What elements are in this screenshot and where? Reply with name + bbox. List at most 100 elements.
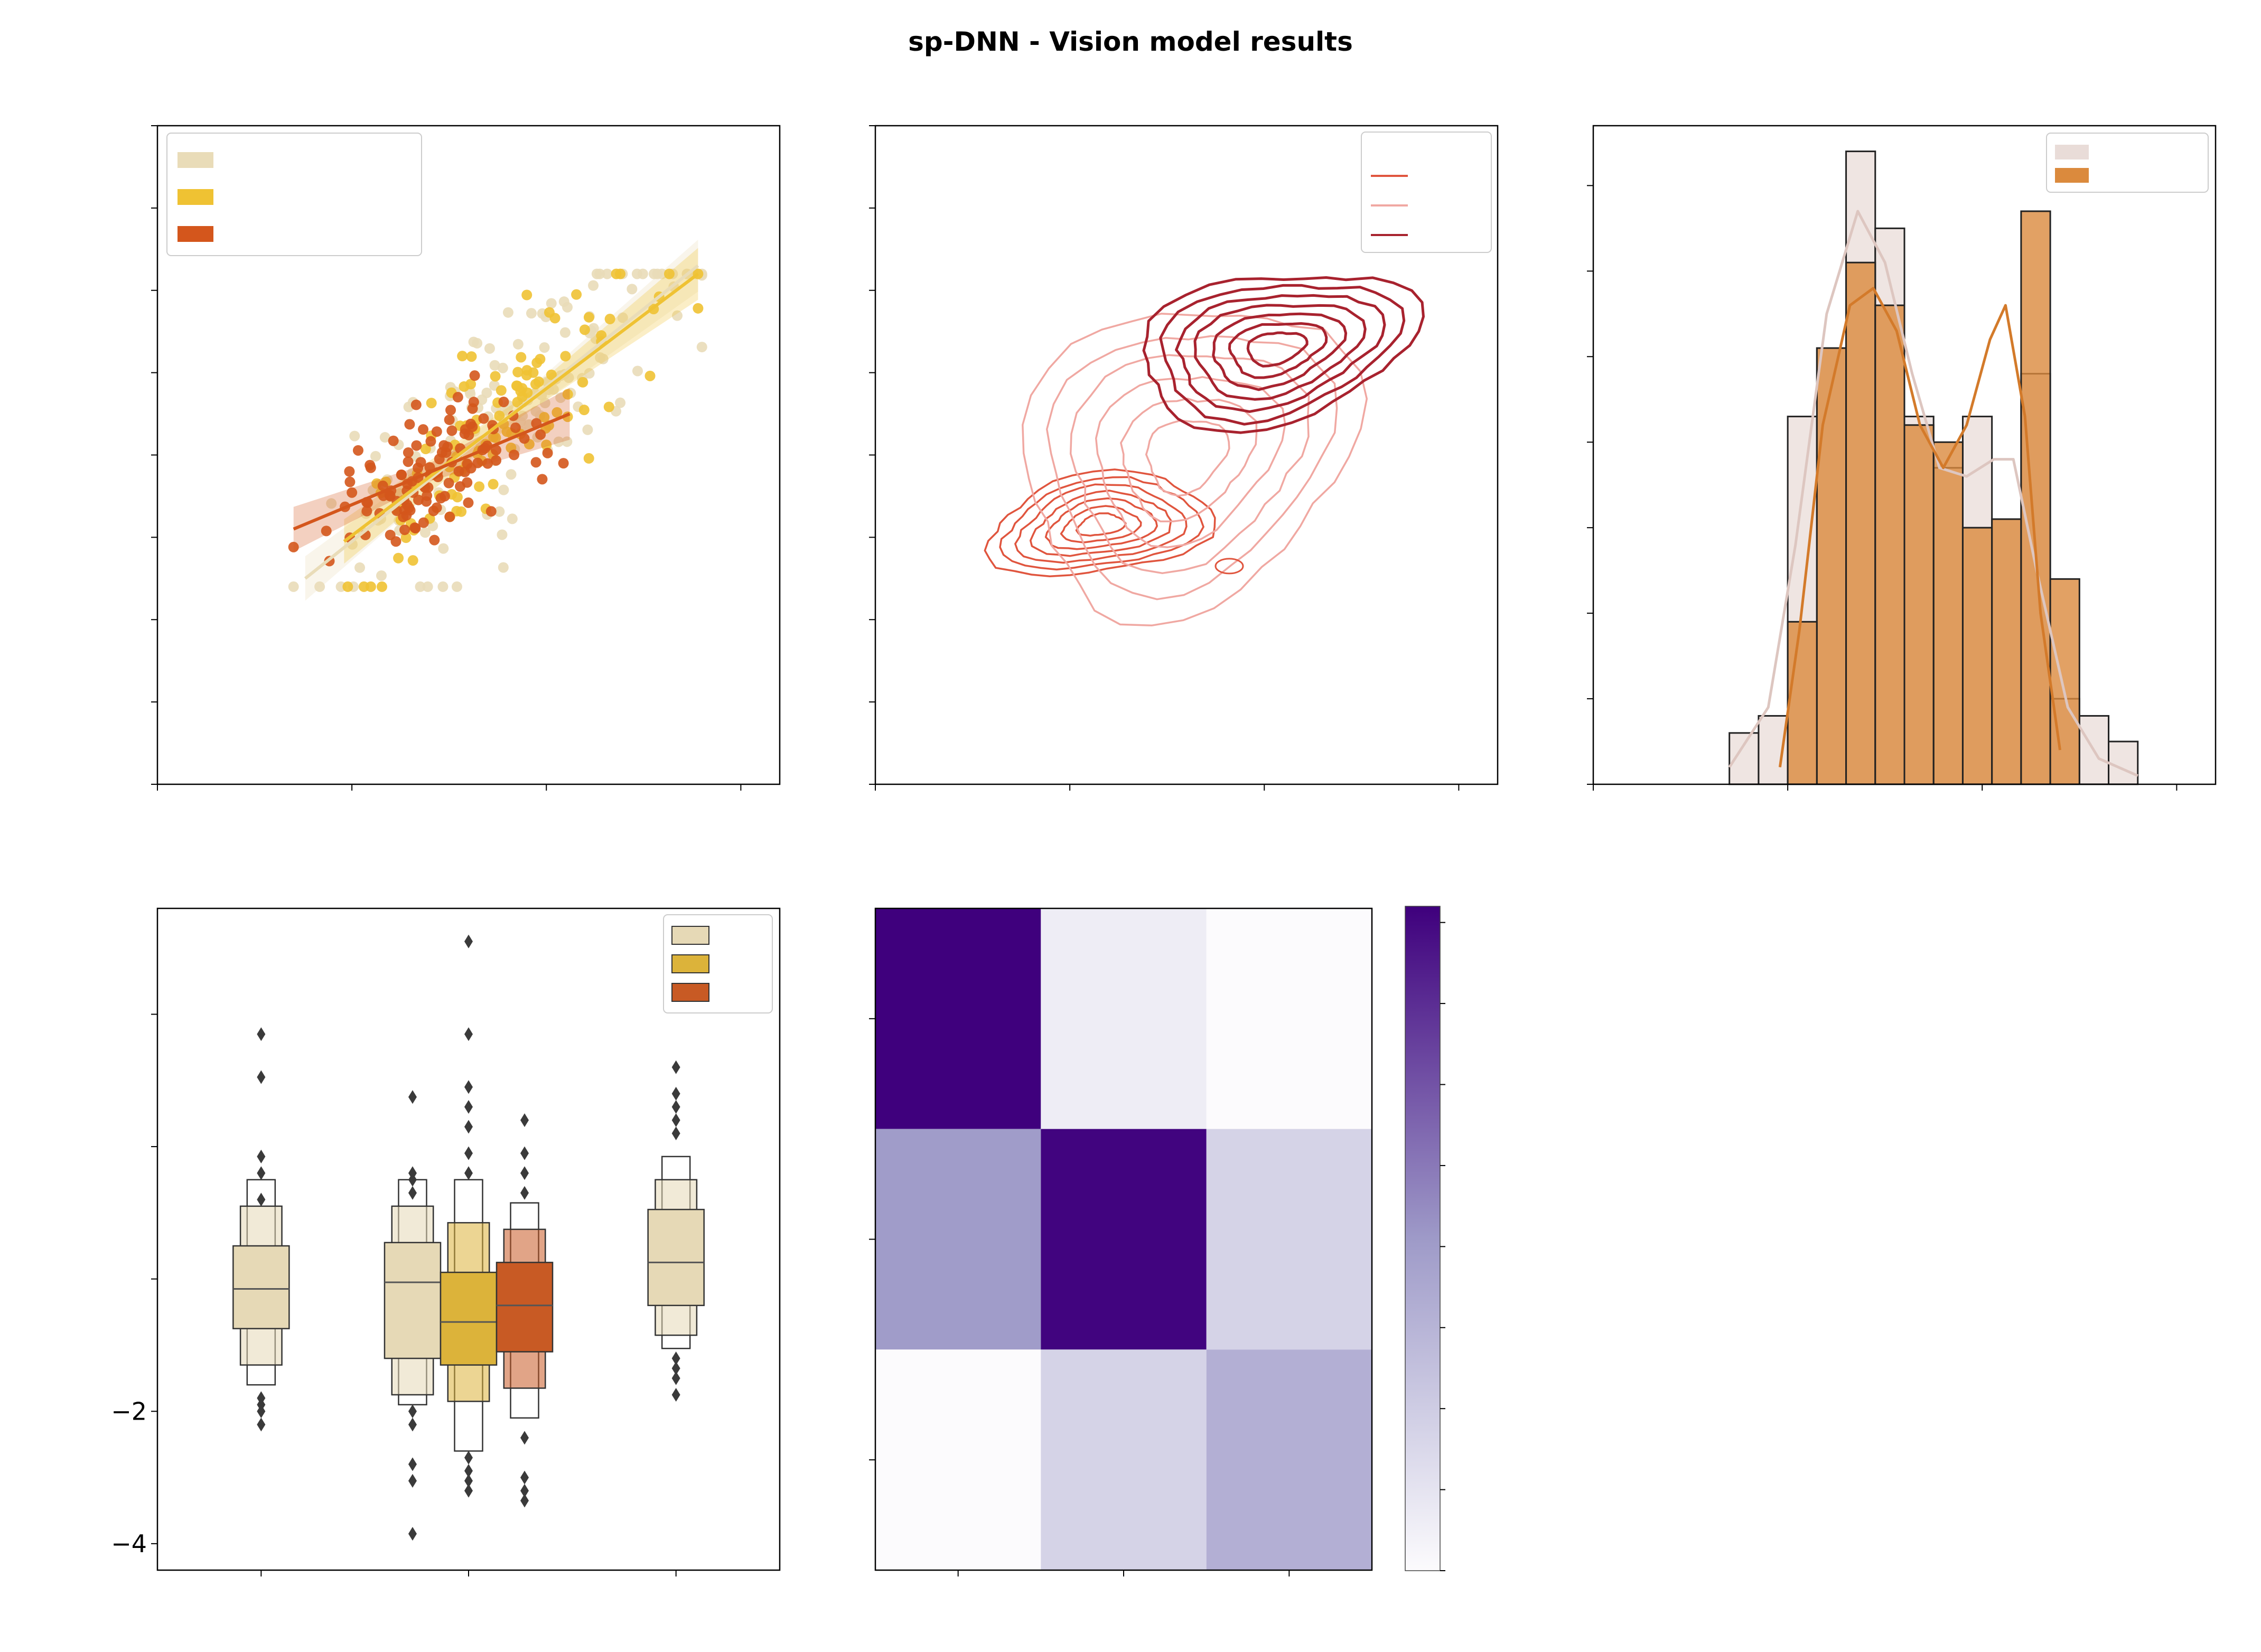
scatter-point [399,524,410,536]
plot-frame [156,907,781,1571]
heatmap-cell [1041,1129,1207,1350]
contour-line [984,468,1216,578]
scatter-point [582,424,593,435]
kde-curve [1728,210,2138,777]
scatter-point [537,474,548,485]
legend-swatch [671,983,709,1002]
scatter-point [672,310,683,321]
scatter-point [544,307,555,318]
scatter-point [404,502,415,513]
scatter-point [342,581,353,592]
scatter-point [321,525,332,537]
y-tick-label: −4 [111,1529,147,1558]
scatter-point [530,406,541,417]
scatter-point [431,502,442,513]
scatter-point [390,536,401,547]
scatter-point [288,541,299,552]
scatter-point [396,470,407,481]
outlier-point [671,1351,680,1366]
scatter-point [560,351,571,362]
scatter-point [413,494,424,505]
scatter-point [415,581,426,592]
outlier-point [520,1113,529,1127]
scatter-point [657,268,668,279]
scatter-point [482,458,493,469]
scatter-point [469,370,480,381]
contour-line [1044,497,1158,550]
outlier-point [464,1166,473,1180]
scatter-point [445,405,456,416]
scatter-point [349,430,360,442]
histogram-bar [1961,527,1993,785]
scatter-point [481,387,492,398]
scatter-point [541,439,552,450]
scatter-point [379,432,390,443]
boxen-level [232,1245,290,1329]
contour-line [1175,294,1386,413]
scatter-point [411,440,422,451]
scatter-point [463,497,474,508]
regression-line [343,273,699,543]
panel-e-heatmap [869,906,1445,1576]
outlier-point [257,1149,266,1163]
scatter-point [507,513,518,524]
outlier-point [671,1361,680,1375]
scatter-point [539,342,550,353]
scatter-point [526,308,537,319]
scatter-point [497,362,508,373]
colorbar [1405,906,1441,1571]
scatter-point [664,268,675,279]
scatter-point [604,314,615,325]
scatter-point [438,543,449,554]
scatter-point [376,581,387,592]
scatter-point [559,327,571,338]
scatter-point [462,477,473,488]
outlier-point [257,1418,266,1432]
scatter-point [546,298,557,309]
histogram-bar [1991,518,2022,785]
scatter-point [588,280,599,291]
scatter-point [512,397,523,408]
scatter-point [388,435,399,446]
contour-line [1075,512,1127,537]
scatter-point [400,532,412,543]
histogram-bar [1845,261,1876,785]
scatter-point [410,399,422,410]
boxen-level [496,1262,554,1353]
scatter-point [365,462,376,473]
contour-line [1045,335,1338,600]
scatter-point [498,484,509,495]
scatter-point [407,555,418,566]
scatter-point [502,307,513,318]
scatter-point [509,449,520,461]
scatter-point [437,581,449,592]
scatter-point [457,351,468,362]
scatter-point [376,570,387,581]
scatter-point [546,369,557,380]
scatter-point [422,490,433,501]
outlier-point [257,1166,266,1180]
panel-b-contour [869,125,1499,791]
scatter-point [562,436,573,447]
scatter-point [288,581,299,592]
scatter-point [516,352,527,363]
outlier-point [671,1060,680,1074]
outlier-point [408,1418,417,1432]
outlier-point [464,1146,473,1160]
outlier-point [408,1404,417,1419]
scatter-point [562,389,573,400]
scatter-point [644,370,656,381]
legend-swatch [671,926,709,945]
scatter-point [491,445,502,456]
outlier-point [464,934,473,949]
scatter-point [474,481,485,492]
outlier-point [671,1127,680,1141]
scatter-point [571,289,582,300]
scatter-point [489,360,500,371]
scatter-point [501,426,512,437]
scatter-point [579,324,590,335]
scatter-point [491,455,502,466]
scatter-point [434,454,445,465]
scatter-point [314,581,325,592]
